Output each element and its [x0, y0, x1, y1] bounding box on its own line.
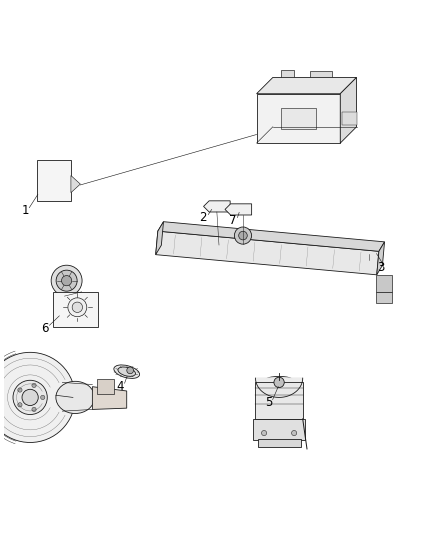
Circle shape	[239, 231, 247, 240]
Text: 7: 7	[230, 214, 237, 227]
Polygon shape	[92, 386, 127, 409]
Polygon shape	[255, 382, 303, 419]
Ellipse shape	[265, 376, 293, 384]
Bar	[97, 379, 114, 394]
Text: 4: 4	[117, 380, 124, 393]
Polygon shape	[155, 222, 163, 255]
Polygon shape	[204, 201, 230, 212]
Polygon shape	[257, 94, 340, 143]
Bar	[37, 160, 71, 201]
Circle shape	[41, 395, 45, 400]
Bar	[258, 439, 300, 447]
Circle shape	[292, 431, 297, 435]
Text: 6: 6	[42, 322, 49, 335]
Polygon shape	[155, 231, 379, 275]
Circle shape	[18, 388, 22, 392]
Circle shape	[18, 403, 22, 407]
Text: 1: 1	[22, 204, 30, 217]
Circle shape	[68, 298, 87, 317]
Circle shape	[234, 227, 251, 244]
Polygon shape	[282, 70, 294, 77]
Polygon shape	[255, 378, 303, 398]
Circle shape	[51, 265, 82, 296]
Circle shape	[22, 389, 38, 406]
Polygon shape	[257, 77, 357, 94]
Polygon shape	[311, 71, 332, 77]
Bar	[376, 275, 392, 292]
Circle shape	[127, 367, 134, 374]
Polygon shape	[340, 77, 357, 143]
Ellipse shape	[114, 365, 140, 378]
Ellipse shape	[118, 367, 135, 376]
Circle shape	[261, 431, 267, 435]
Circle shape	[0, 352, 75, 442]
Bar	[343, 112, 357, 125]
Bar	[253, 419, 305, 440]
Ellipse shape	[272, 378, 286, 382]
Circle shape	[274, 377, 284, 387]
Bar	[281, 108, 315, 129]
Bar	[53, 292, 98, 327]
Text: 5: 5	[265, 396, 272, 409]
Polygon shape	[377, 242, 385, 275]
Circle shape	[32, 383, 36, 387]
Circle shape	[32, 407, 36, 411]
Ellipse shape	[56, 381, 95, 414]
Polygon shape	[354, 243, 380, 254]
Polygon shape	[225, 204, 251, 215]
Polygon shape	[71, 175, 80, 192]
Circle shape	[61, 276, 72, 286]
Circle shape	[56, 270, 77, 291]
Text: 3: 3	[378, 261, 385, 274]
Circle shape	[72, 302, 82, 312]
Circle shape	[13, 380, 47, 415]
Text: 2: 2	[199, 211, 206, 224]
Polygon shape	[158, 222, 385, 252]
Bar	[376, 292, 392, 303]
